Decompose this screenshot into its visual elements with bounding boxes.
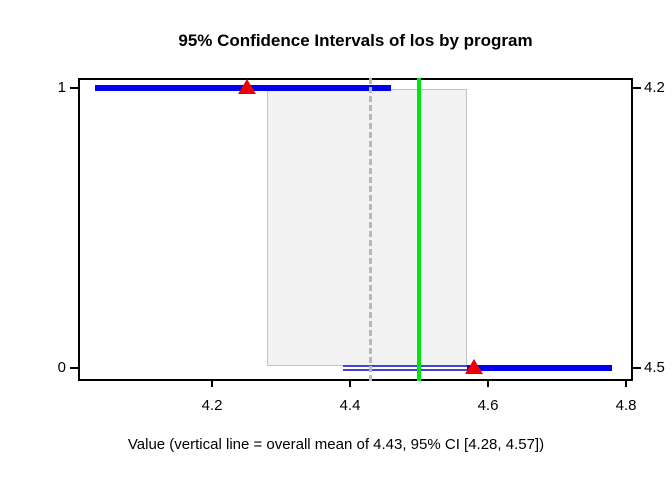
y-axis-tick-left: [70, 367, 78, 369]
x-axis-tick-label: 4.2: [201, 397, 223, 414]
overall-mean-dashed-line: [369, 78, 373, 381]
green-vertical-line: [417, 78, 421, 381]
overall-ci-band: [267, 89, 468, 366]
x-axis-tick: [487, 381, 489, 387]
mean-triangle-marker-group-0: [465, 359, 484, 374]
y-axis-tick-label-left: 0: [57, 359, 66, 376]
y-axis-tick-label-right: 4.5: [644, 359, 665, 376]
mean-triangle-marker-group-1: [237, 79, 256, 94]
chart-title: 95% Confidence Intervals of los by progr…: [178, 31, 533, 50]
x-axis-tick-label: 4.8: [615, 397, 637, 414]
x-axis-tick: [211, 381, 213, 387]
x-axis-tick-label: 4.6: [477, 397, 499, 414]
x-axis-tick-label: 4.4: [339, 397, 361, 414]
y-axis-tick-label-right: 4.2: [644, 79, 665, 96]
y-axis-tick-right: [633, 87, 641, 89]
ci-line-group-0-under-band: [343, 365, 468, 371]
x-axis-tick: [625, 381, 627, 387]
x-axis-label: Value (vertical line = overall mean of 4…: [127, 436, 545, 453]
y-axis-tick-right: [633, 367, 641, 369]
y-axis-tick-left: [70, 87, 78, 89]
y-axis-tick-label-left: 1: [57, 79, 66, 96]
x-axis-tick: [349, 381, 351, 387]
ci-line-group-0: [467, 365, 613, 371]
